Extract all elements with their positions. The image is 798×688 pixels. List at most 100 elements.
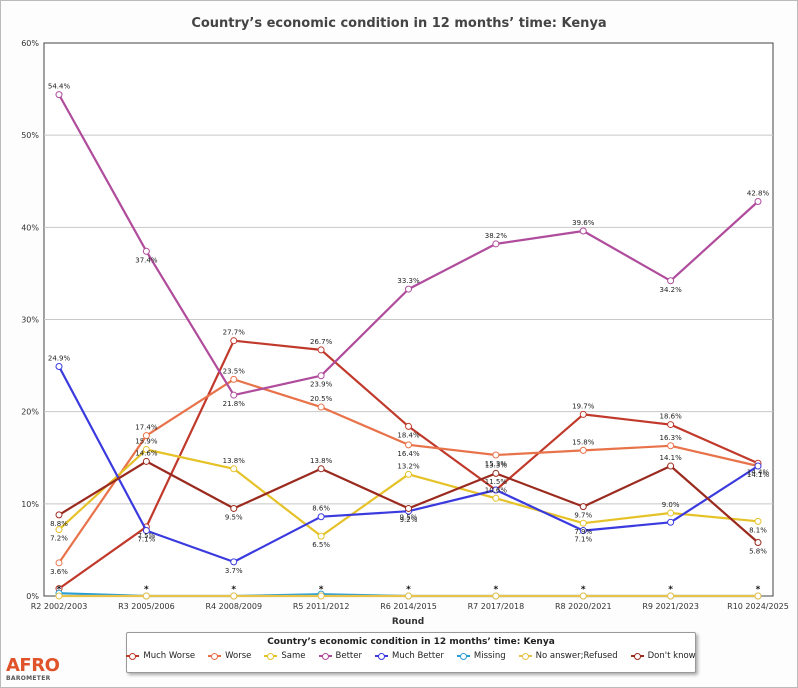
- data-point: [754, 539, 762, 547]
- legend-label: Don't know: [647, 651, 696, 661]
- data-label: 13.8%: [223, 457, 246, 465]
- legend-swatch: [318, 652, 332, 660]
- data-label: 9.5%: [225, 513, 243, 521]
- x-tick-label: R10 2024/2025: [727, 602, 789, 611]
- data-label: 13.2%: [397, 462, 420, 470]
- x-tick-label: R3 2005/2006: [118, 602, 175, 611]
- star-marker: *: [494, 585, 499, 595]
- y-tick-label: 40%: [21, 223, 39, 232]
- data-point: [55, 511, 63, 519]
- data-point: [317, 372, 325, 380]
- data-label: 38.2%: [485, 232, 508, 240]
- series-group: [55, 91, 762, 600]
- data-point: [230, 558, 238, 566]
- data-point: [317, 532, 325, 540]
- x-tick-label: R8 2020/2021: [555, 602, 612, 611]
- data-point: [142, 457, 150, 465]
- x-tick-label: R2 2002/2003: [31, 602, 88, 611]
- data-point: [230, 337, 238, 345]
- data-point: [667, 462, 675, 470]
- data-label: 37.4%: [135, 256, 158, 264]
- data-label: 9.2%: [400, 516, 418, 524]
- data-point: [230, 504, 238, 512]
- legend-swatch: [518, 652, 532, 660]
- legend-item: Much Worse: [126, 651, 195, 661]
- data-point: [667, 518, 675, 526]
- data-label: 16.3%: [660, 434, 683, 442]
- logo-sub: BAROMETER: [6, 675, 51, 682]
- data-point: [317, 346, 325, 354]
- data-point: [405, 504, 412, 512]
- data-point: [492, 592, 500, 600]
- data-label: 5.8%: [749, 548, 767, 556]
- data-point: [55, 592, 63, 600]
- data-point: [317, 403, 325, 411]
- data-label: 16.4%: [397, 450, 420, 458]
- data-point: [492, 469, 500, 477]
- data-label: 27.7%: [223, 329, 246, 337]
- data-label: 8.1%: [749, 526, 767, 534]
- star-marker: *: [406, 585, 411, 595]
- data-label: 11.5%: [485, 478, 508, 486]
- data-label: 14.1%: [747, 471, 770, 479]
- data-point: [579, 527, 587, 535]
- data-point: [754, 592, 762, 600]
- legend-swatch: [456, 652, 470, 660]
- data-label: 23.5%: [223, 367, 246, 375]
- data-point: [579, 410, 587, 418]
- data-label: 3.6%: [50, 568, 68, 576]
- data-label: 9.7%: [574, 512, 592, 520]
- data-label: 9.5%: [400, 513, 418, 521]
- data-label: 15.9%: [135, 437, 158, 445]
- data-point: [142, 247, 150, 255]
- data-label: 14.4%: [747, 468, 770, 476]
- afrobarometer-logo: AFRO BAROMETER: [6, 657, 66, 685]
- star-marker: *: [231, 585, 236, 595]
- data-label: 14.6%: [135, 449, 158, 457]
- data-point: [142, 592, 150, 600]
- data-label: 18.4%: [397, 431, 420, 439]
- star-marker: *: [57, 585, 62, 595]
- series-better: [55, 91, 762, 399]
- data-point: [579, 503, 587, 511]
- data-point: [667, 509, 675, 517]
- data-point: [317, 592, 325, 600]
- data-label: 34.2%: [660, 286, 683, 294]
- logo-main: AFRO: [6, 655, 60, 676]
- data-label: 7.2%: [50, 535, 68, 543]
- legend-swatch: [208, 652, 222, 660]
- data-point: [579, 227, 587, 235]
- data-label: 33.3%: [397, 277, 420, 285]
- data-point: [55, 526, 63, 534]
- y-tick-label: 50%: [21, 131, 39, 140]
- x-axis-label: Round: [392, 617, 424, 627]
- data-label: 7.1%: [574, 536, 592, 544]
- data-label: 17.4%: [135, 424, 158, 432]
- data-point: [492, 494, 500, 502]
- y-tick-label: 20%: [21, 408, 39, 417]
- data-point: [142, 527, 150, 535]
- x-tick-label: R5 2011/2012: [293, 602, 350, 611]
- data-label: 23.9%: [310, 381, 333, 389]
- legend-label: Better: [335, 651, 362, 661]
- legend-swatch: [374, 652, 388, 660]
- data-point: [405, 422, 412, 430]
- data-label: 42.8%: [747, 190, 770, 198]
- legend-item: No answer;Refused: [518, 651, 618, 661]
- data-label: 24.9%: [48, 355, 71, 363]
- data-point: [230, 592, 238, 600]
- data-label: 8.6%: [312, 505, 330, 513]
- data-label: 15.8%: [572, 438, 595, 446]
- data-point: [230, 375, 238, 383]
- data-point: [405, 470, 412, 478]
- data-point: [579, 446, 587, 454]
- data-label: 13.8%: [310, 457, 333, 465]
- data-point: [405, 441, 412, 449]
- legend-item: Worse: [208, 651, 251, 661]
- legend-label: Worse: [225, 651, 252, 661]
- data-label: 54.4%: [48, 83, 71, 91]
- legend-swatch: [630, 652, 644, 660]
- data-label: 20.5%: [310, 395, 333, 403]
- legend-items: Much Worse Worse Same Better Much Better Miss…: [126, 651, 696, 661]
- x-tick-label: R9 2021/2023: [642, 602, 699, 611]
